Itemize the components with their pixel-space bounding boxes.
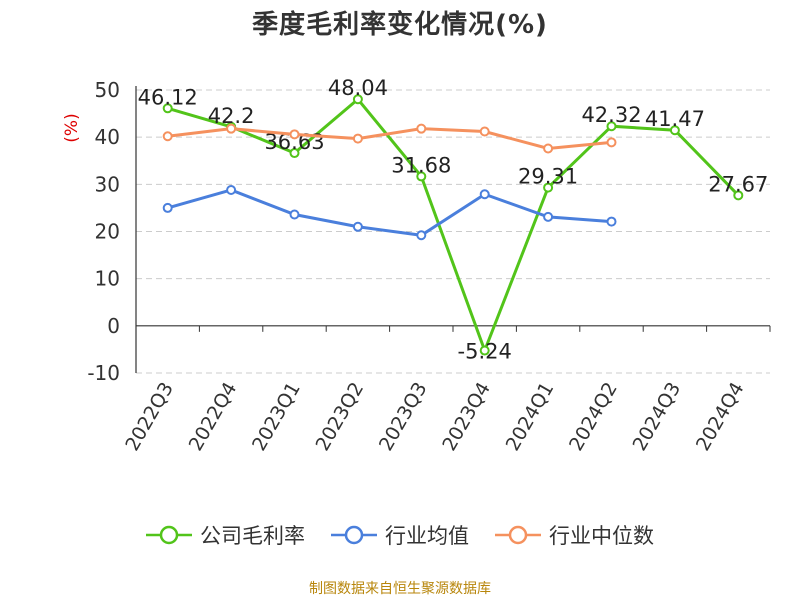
x-tick-label: 2023Q4 xyxy=(438,379,495,455)
series-line-1 xyxy=(167,188,612,237)
legend-label: 行业均值 xyxy=(385,524,469,548)
data-point xyxy=(289,129,300,140)
data-point xyxy=(289,209,300,220)
source-note: 制图数据来自恒生聚源数据库 xyxy=(309,581,491,597)
x-tick-label: 2024Q3 xyxy=(628,379,685,455)
x-tick-label: 2023Q1 xyxy=(248,379,305,455)
legend-item[interactable]: 行业中位数 xyxy=(495,520,654,550)
y-tick-label: 40 xyxy=(95,125,120,149)
data-label: 29.31 xyxy=(518,165,578,189)
data-point xyxy=(352,133,363,144)
data-point xyxy=(479,189,490,200)
y-tick-label: -10 xyxy=(87,361,120,385)
data-point xyxy=(162,202,173,213)
data-point xyxy=(416,123,427,134)
y-tick-label: 50 xyxy=(95,78,120,102)
legend-label: 行业中位数 xyxy=(549,524,654,548)
legend-item[interactable]: 公司毛利率 xyxy=(146,520,305,550)
y-tick-label: 20 xyxy=(95,220,120,244)
data-point xyxy=(162,103,173,114)
data-point xyxy=(543,143,554,154)
data-point xyxy=(733,190,744,201)
data-label: 42.32 xyxy=(581,103,641,127)
legend-item[interactable]: 行业均值 xyxy=(331,520,469,550)
y-axis-unit: (%) xyxy=(62,113,82,142)
x-tick-label: 2022Q4 xyxy=(185,379,242,455)
chart-title: 季度毛利率变化情况(%) xyxy=(252,10,548,40)
data-point xyxy=(162,131,173,142)
series-line-0 xyxy=(167,97,740,355)
data-point xyxy=(226,184,237,195)
data-label: 31.68 xyxy=(391,153,451,177)
x-tick-label: 2024Q1 xyxy=(502,379,559,455)
x-tick-label: 2023Q3 xyxy=(375,379,432,455)
x-tick-label: 2024Q4 xyxy=(692,379,749,455)
data-label: 46.12 xyxy=(138,85,198,109)
series-line-2 xyxy=(167,127,612,151)
x-tick-label: 2024Q2 xyxy=(565,379,622,455)
y-tick-label: 10 xyxy=(95,267,120,291)
data-point xyxy=(226,123,237,134)
data-point xyxy=(352,94,363,105)
x-tick-label: 2023Q2 xyxy=(311,379,368,455)
data-point xyxy=(669,125,680,136)
data-point xyxy=(352,221,363,232)
data-point xyxy=(479,345,490,356)
data-point xyxy=(543,182,554,193)
legend-marker-icon xyxy=(495,525,541,545)
data-label: 27.67 xyxy=(708,172,768,196)
data-label: 41.47 xyxy=(645,107,705,131)
data-label: 48.04 xyxy=(328,76,388,100)
y-tick-label: 30 xyxy=(95,172,120,196)
data-label: -5.24 xyxy=(458,340,512,364)
data-point xyxy=(606,137,617,148)
data-point xyxy=(416,230,427,241)
data-point xyxy=(479,126,490,137)
data-point xyxy=(606,216,617,227)
y-tick-label: 0 xyxy=(107,314,120,338)
legend-label: 公司毛利率 xyxy=(200,524,305,548)
legend-marker-icon xyxy=(146,525,192,545)
data-point xyxy=(543,211,554,222)
data-point xyxy=(416,171,427,182)
data-point xyxy=(289,148,300,159)
legend-marker-icon xyxy=(331,525,377,545)
legend: 公司毛利率 行业均值 行业中位数 xyxy=(0,520,800,550)
x-tick-label: 2022Q3 xyxy=(121,379,178,455)
data-point xyxy=(606,121,617,132)
